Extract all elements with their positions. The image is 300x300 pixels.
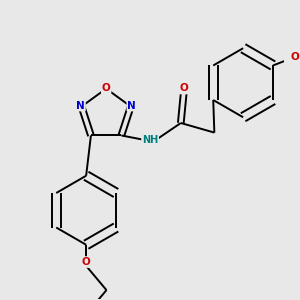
Text: O: O — [291, 52, 299, 62]
Text: NH: NH — [142, 135, 158, 145]
Text: O: O — [82, 257, 91, 267]
Text: N: N — [127, 100, 136, 111]
Text: N: N — [76, 100, 85, 111]
Text: O: O — [179, 83, 188, 94]
Text: O: O — [102, 83, 110, 93]
